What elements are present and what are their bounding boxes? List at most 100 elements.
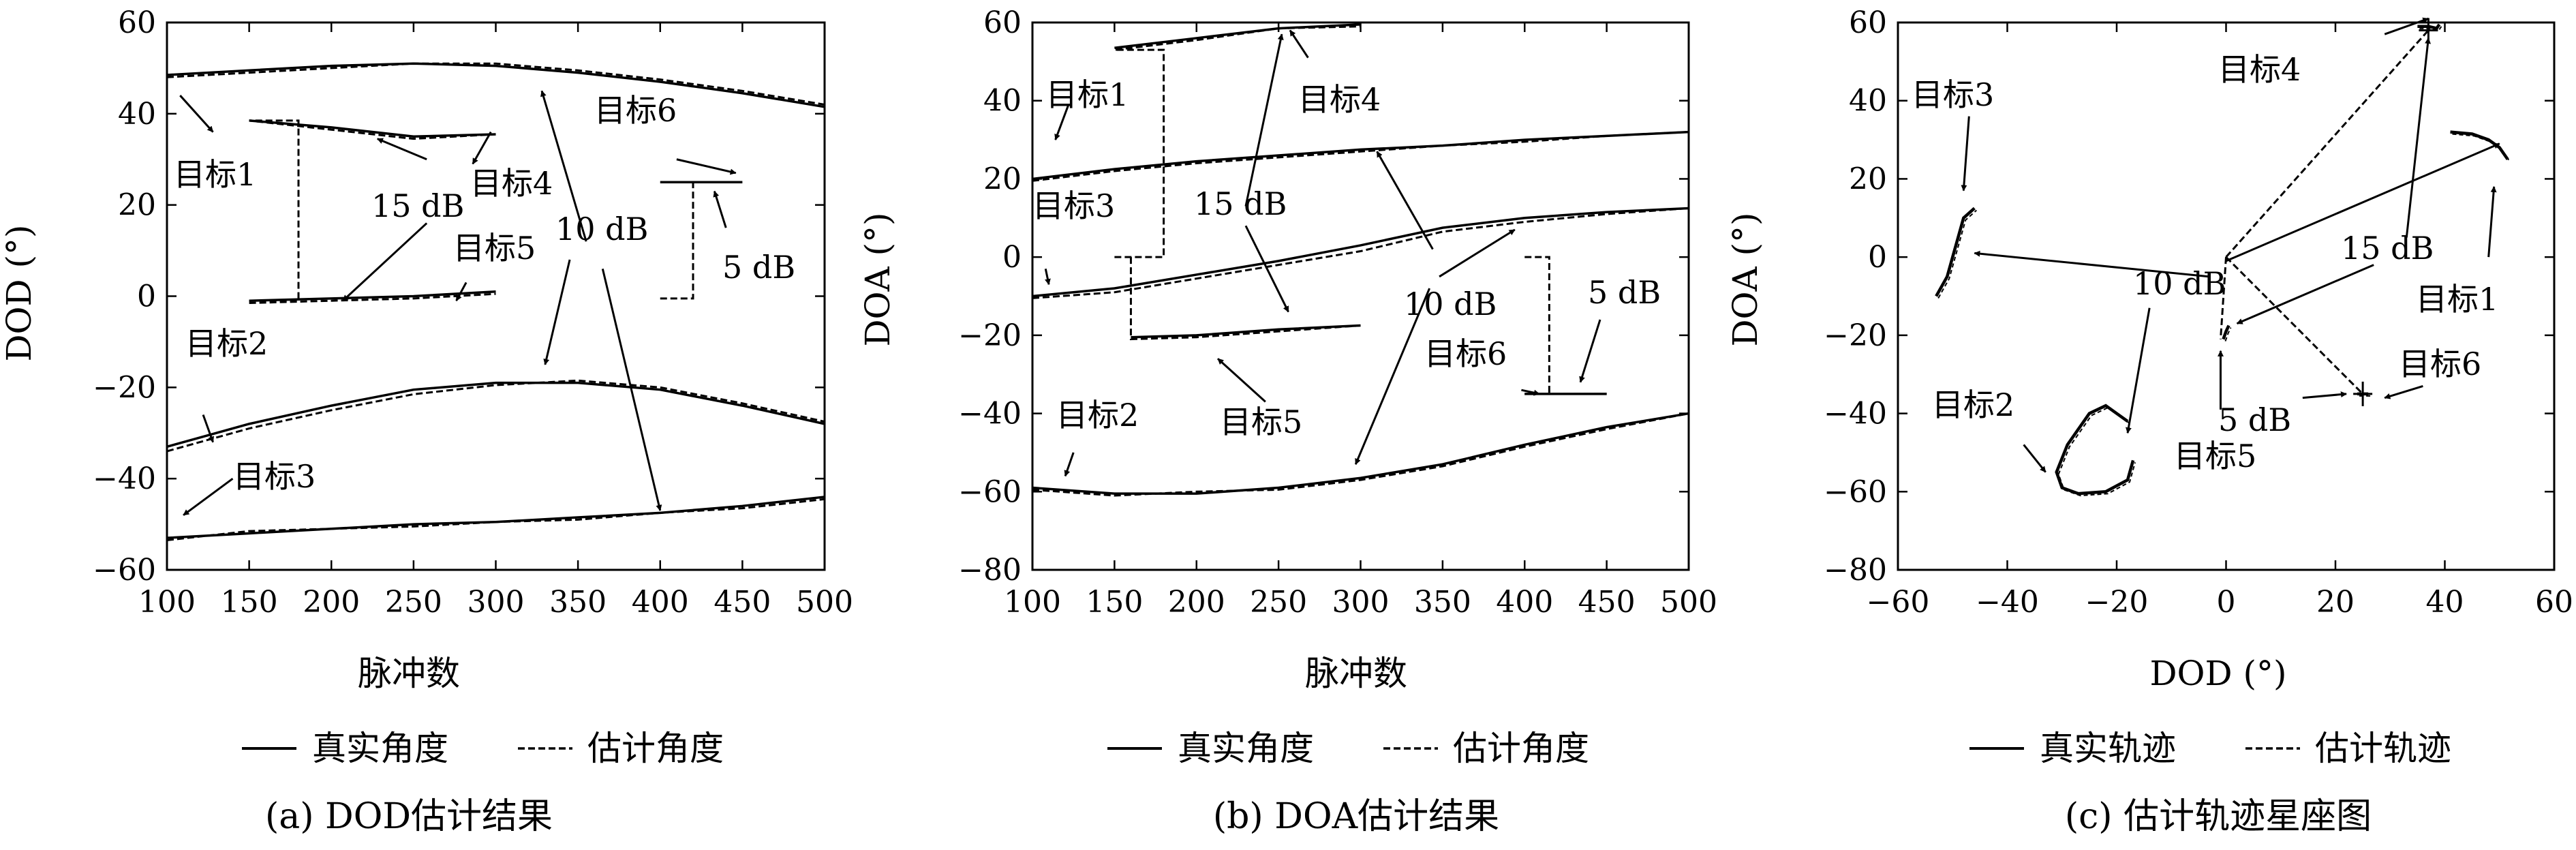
series-true-line-5 — [249, 290, 496, 302]
x-tick-label: 400 — [1496, 585, 1553, 620]
trajectory-true-1 — [2450, 130, 2509, 161]
y-tick-label: −60 — [1824, 474, 1887, 509]
x-tick-label: 300 — [467, 585, 525, 620]
x-tick-label: 250 — [1250, 585, 1307, 620]
legend-true-label-a: 真实角度 — [312, 729, 448, 768]
x-tick-label: 500 — [796, 585, 853, 620]
y-tick-label: 60 — [1849, 5, 1887, 40]
legend-b: 真实角度 估计角度 — [1107, 729, 1589, 768]
arrow-target6-b — [1521, 389, 1540, 396]
series-c — [1935, 18, 2511, 497]
arrow-target4-b — [1289, 29, 1309, 59]
x-tick-label: 300 — [1332, 585, 1390, 620]
label-target5-c: 目标5 — [2174, 438, 2256, 474]
label-target3-c: 目标3 — [1912, 76, 1994, 113]
arrow-10db-to-t3-c — [1974, 250, 2210, 278]
arrow-5db-b — [1579, 319, 1601, 383]
y-tick-label: 20 — [118, 188, 156, 223]
arrows-b — [1044, 29, 1601, 477]
arrow-target1-c — [2487, 186, 2497, 258]
arrow-15db-to-t4-a — [376, 138, 427, 161]
series-est-line-5 — [1129, 257, 1361, 341]
transition-line-3 — [2225, 256, 2364, 395]
transition-line-1 — [2219, 257, 2227, 339]
trajectory-true-3 — [1935, 207, 1976, 297]
arrow-15db-to-t5-c — [2236, 264, 2374, 325]
arrow-target4-a — [472, 131, 492, 165]
label-5db-a: 5 dB — [722, 249, 795, 286]
arrow-target5-b — [1217, 358, 1266, 403]
panel-a-dod: 100 150 200 250 300 350 400 450 500 −60 −40 −20 0 20 4… — [0, 5, 853, 837]
series-est-line-4 — [249, 119, 496, 302]
trajectory-true-5 — [2222, 324, 2230, 340]
series-est-line-5 — [249, 292, 496, 305]
label-target6-a: 目标6 — [594, 92, 677, 129]
label-target1-b: 目标1 — [1046, 76, 1129, 113]
label-target4-c: 目标4 — [2218, 51, 2301, 88]
caption-c: (c) 估计轨迹星座图 — [2065, 796, 2372, 837]
arrow-15db-to-t4-b — [1244, 33, 1284, 207]
series-true-line-1 — [166, 62, 825, 108]
trajectory-est-2 — [2057, 406, 2136, 497]
label-15db-b: 15 dB — [1194, 185, 1287, 222]
label-target1-a: 目标1 — [174, 156, 256, 193]
arrow-target6-c — [2384, 384, 2423, 399]
series-true-line-1 — [1032, 130, 1689, 181]
x-tick-label: 250 — [385, 585, 442, 620]
series-est-line-3 — [166, 498, 825, 541]
y-tick-label: 20 — [983, 162, 1022, 196]
trajectory-est-1 — [2452, 133, 2511, 162]
arrow-target1-a — [179, 95, 214, 133]
ticks-b: 100 150 200 250 300 350 400 450 500 −80 −60 −40 −20 0… — [958, 5, 1717, 620]
arrow-5db-a — [713, 190, 727, 228]
label-target2-b: 目标2 — [1056, 397, 1139, 434]
y-tick-label: 60 — [118, 5, 156, 40]
y-tick-label: 20 — [1849, 162, 1887, 196]
y-tick-label: −20 — [958, 318, 1022, 353]
arrow-15db-to-t4-c — [2405, 37, 2432, 238]
arrow-target3-c — [1961, 116, 1970, 192]
x-tick-label: 450 — [1578, 585, 1636, 620]
y-tick-label: −60 — [93, 553, 156, 588]
x-tick-label: 150 — [221, 585, 278, 620]
y-tick-label: 40 — [1849, 84, 1887, 119]
label-target2-c: 目标2 — [1932, 386, 2014, 423]
x-tick-label: 0 — [2217, 585, 2236, 620]
x-tick-label: 500 — [1660, 585, 1717, 620]
series-b — [1032, 23, 1689, 497]
arrow-target1-b — [1054, 104, 1070, 140]
ylabel-b: DOA (°) — [858, 212, 898, 346]
trajectory-true-4 — [2417, 23, 2441, 31]
ylabel-c: DOA (°) — [1726, 212, 1765, 346]
caption-b: (b) DOA估计结果 — [1213, 796, 1499, 837]
arrow-10db-to-t2-b — [1354, 288, 1430, 465]
trajectory-est-5 — [2224, 327, 2232, 341]
ticks-a: 100 150 200 250 300 350 400 450 500 −60 −40 −20 0 20 4… — [93, 5, 853, 620]
arrow-10db-to-t2-c — [2126, 307, 2151, 434]
series-est-line-3 — [1032, 207, 1689, 299]
x-tick-label: −60 — [1867, 585, 1930, 620]
y-tick-label: 40 — [983, 84, 1022, 119]
y-tick-label: −80 — [958, 553, 1022, 588]
arrow-target6-a — [676, 158, 737, 175]
y-tick-label: 60 — [983, 5, 1022, 40]
series-est-line-1 — [1032, 131, 1689, 182]
arrow-target2-b — [1064, 452, 1075, 477]
x-tick-label: 60 — [2535, 585, 2573, 620]
legend-est-label-b: 估计角度 — [1453, 729, 1589, 768]
arrows-a — [179, 90, 737, 516]
y-tick-label: −60 — [958, 474, 1022, 509]
x-tick-label: 100 — [138, 585, 196, 620]
label-target3-a: 目标3 — [233, 458, 316, 495]
annotations-c: 目标1 目标2 目标3 目标4 目标5 目标6 15 dB 10 dB 5 dB — [1912, 51, 2498, 474]
x-tick-label: 20 — [2316, 585, 2355, 620]
label-target3-b: 目标3 — [1032, 187, 1115, 224]
x-tick-label: 350 — [549, 585, 607, 620]
series-est-line-6 — [660, 181, 743, 300]
arrow-target5-a — [455, 282, 467, 301]
arrow-10db-to-t2-a — [543, 259, 571, 365]
label-target2-a: 目标2 — [185, 325, 268, 362]
y-tick-label: −80 — [1824, 553, 1887, 588]
label-5db-b: 5 dB — [1588, 274, 1661, 311]
